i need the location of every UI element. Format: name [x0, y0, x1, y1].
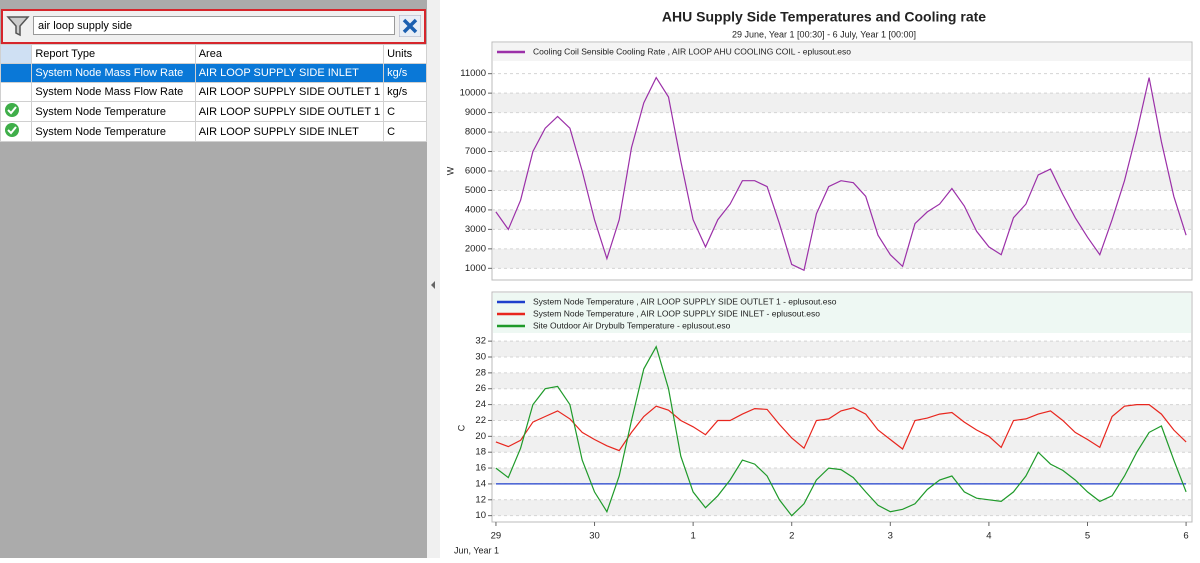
- y-tick-label: 32: [475, 336, 486, 347]
- cell: C: [383, 101, 427, 122]
- grid-band: [493, 341, 1191, 358]
- x-tick-label: 1: [690, 531, 695, 542]
- legend-label: System Node Temperature , AIR LOOP SUPPL…: [533, 296, 837, 306]
- cell: AIR LOOP SUPPLY SIDE INLET: [194, 121, 385, 142]
- plot-frame: [491, 41, 1193, 281]
- header-cell[interactable]: Report Type: [31, 44, 196, 64]
- grid-band: [493, 93, 1191, 113]
- y-tick-label: 20: [475, 431, 486, 442]
- cell: System Node Mass Flow Rate: [31, 82, 196, 102]
- row[interactable]: System Node Mass Flow Rate AIR LOOP SUPPL…: [0, 63, 427, 83]
- chart-subtitle: 29 June, Year 1 [00:30] - 6 July, Year 1…: [732, 29, 916, 39]
- legend-box: [493, 293, 1191, 333]
- splitter-arrow: [431, 281, 435, 289]
- header-row: Report Type Area Units: [0, 44, 427, 64]
- header-cell: [0, 44, 33, 64]
- y-tick-label: 8000: [465, 127, 486, 138]
- cell: [0, 101, 33, 122]
- cell: System Node Temperature: [31, 121, 196, 142]
- grid-band: [493, 248, 1191, 269]
- cell: AIR LOOP SUPPLY SIDE OUTLET 1: [194, 82, 385, 102]
- cell: C: [383, 121, 427, 142]
- y-axis-label: W: [445, 166, 455, 175]
- grid-band: [493, 499, 1191, 516]
- y-tick-label: 24: [475, 399, 486, 410]
- filter-icon[interactable]: [6, 14, 30, 38]
- y-tick-label: 5000: [465, 185, 486, 196]
- header-cell[interactable]: Units: [383, 44, 427, 64]
- x-tick-label: 6: [1183, 531, 1188, 542]
- check-icon: [5, 123, 19, 137]
- y-axis-label: C: [456, 424, 466, 431]
- cell: System Node Mass Flow Rate: [31, 63, 196, 83]
- series-line: [495, 404, 1187, 452]
- x-tick-label: 5: [1085, 531, 1090, 542]
- legend-label: Cooling Coil Sensible Cooling Rate , AIR…: [533, 46, 851, 56]
- grid-band: [493, 404, 1191, 421]
- y-tick-label: 12: [475, 494, 486, 505]
- filter-bar: air loop supply side: [1, 9, 426, 44]
- y-tick-label: 14: [475, 478, 486, 489]
- y-tick-label: 28: [475, 367, 486, 378]
- x-tick-label: 4: [986, 531, 991, 542]
- cell: [0, 63, 33, 83]
- grid-band: [493, 171, 1191, 191]
- legend-label: System Node Temperature , AIR LOOP SUPPL…: [533, 308, 820, 318]
- plot-frame: [491, 291, 1193, 523]
- row[interactable]: System Node Temperature AIR LOOP SUPPLY S…: [0, 101, 427, 122]
- y-tick-label: 2000: [465, 243, 486, 254]
- y-tick-label: 10: [475, 510, 486, 521]
- row[interactable]: System Node Mass Flow Rate AIR LOOP SUPPL…: [0, 82, 427, 102]
- x-axis-sublabel: Jun, Year 1: [454, 545, 499, 555]
- header-cell[interactable]: Area: [194, 44, 385, 64]
- cell: AIR LOOP SUPPLY SIDE INLET: [194, 63, 385, 83]
- y-tick-label: 3000: [465, 224, 486, 235]
- x-tick-label: 2: [789, 531, 794, 542]
- y-tick-label: 16: [475, 463, 486, 474]
- y-tick-label: 1000: [465, 263, 486, 274]
- cell: [0, 82, 33, 102]
- y-tick-label: 10000: [460, 88, 486, 99]
- y-tick-label: 26: [475, 383, 486, 394]
- grid-band: [493, 468, 1191, 484]
- legend-box: [493, 43, 1191, 61]
- cell: [0, 121, 33, 142]
- results-table: Report Type Area Units System Node Mass …: [0, 44, 427, 142]
- x-tick-label: 29: [491, 531, 502, 542]
- y-tick-label: 7000: [465, 146, 486, 157]
- y-tick-label: 6000: [465, 166, 486, 177]
- grid-band: [493, 209, 1191, 230]
- left-panel: air loop supply side Report Type Area Un…: [0, 0, 427, 558]
- cell: System Node Temperature: [31, 101, 196, 122]
- x-tick-label: 30: [589, 531, 600, 542]
- grid-band: [493, 372, 1191, 389]
- splitter[interactable]: [427, 0, 440, 558]
- cell: kg/s: [383, 82, 427, 102]
- y-tick-label: 30: [475, 352, 486, 363]
- y-tick-label: 4000: [465, 204, 486, 215]
- chart-title: AHU Supply Side Temperatures and Cooling…: [662, 9, 986, 25]
- grid-band: [493, 132, 1191, 152]
- x-tick-label: 3: [888, 531, 893, 542]
- filter-input[interactable]: air loop supply side: [33, 16, 395, 35]
- series-line: [495, 345, 1187, 517]
- clear-button[interactable]: [399, 15, 421, 37]
- grid-band: [493, 436, 1191, 453]
- row[interactable]: System Node Temperature AIR LOOP SUPPLY S…: [0, 121, 427, 142]
- y-tick-label: 18: [475, 447, 486, 458]
- y-tick-label: 9000: [465, 107, 486, 118]
- y-tick-label: 11000: [460, 68, 486, 79]
- check-icon: [5, 103, 19, 117]
- legend-label: Site Outdoor Air Drybulb Temperature - e…: [533, 320, 731, 330]
- y-tick-label: 22: [475, 415, 486, 426]
- cell: AIR LOOP SUPPLY SIDE OUTLET 1: [194, 101, 385, 122]
- series-line: [495, 76, 1187, 272]
- cell: kg/s: [383, 63, 427, 83]
